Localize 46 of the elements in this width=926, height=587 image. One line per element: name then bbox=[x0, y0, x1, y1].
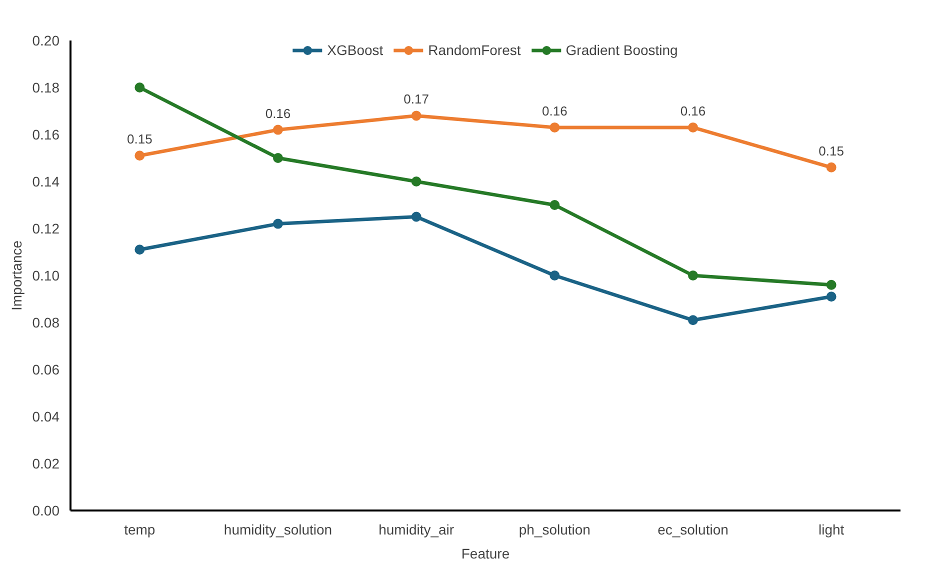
x-tick-label: ec_solution bbox=[658, 522, 728, 538]
point bbox=[411, 176, 422, 186]
y-tick-label: 0.20 bbox=[32, 32, 60, 48]
y-tick-label: 0.16 bbox=[32, 126, 60, 142]
point bbox=[550, 200, 560, 210]
legend-label: RandomForest bbox=[428, 42, 521, 58]
x-tick-label: light bbox=[818, 522, 844, 538]
data-label: 0.16 bbox=[680, 103, 706, 118]
point bbox=[411, 110, 422, 121]
legend-label: XGBoost bbox=[327, 42, 384, 58]
x-tick-label: humidity_air bbox=[378, 522, 454, 538]
legend-label: Gradient Boosting bbox=[566, 42, 678, 58]
y-tick-label: 0.04 bbox=[32, 408, 60, 424]
y-tick-label: 0.14 bbox=[32, 174, 60, 190]
point bbox=[826, 292, 836, 302]
data-label: 0.15 bbox=[818, 143, 844, 158]
point bbox=[273, 124, 283, 135]
point bbox=[273, 218, 283, 229]
x-axis-title: Feature bbox=[461, 546, 510, 562]
data-label: 0.15 bbox=[127, 132, 152, 147]
y-tick-label: 0.10 bbox=[32, 268, 60, 284]
point bbox=[688, 315, 698, 326]
x-tick-label: ph_solution bbox=[518, 522, 590, 538]
point bbox=[688, 270, 698, 280]
data-label: 0.17 bbox=[404, 92, 429, 107]
data-label: 0.16 bbox=[265, 106, 291, 121]
point bbox=[134, 150, 145, 161]
point bbox=[134, 82, 145, 92]
point bbox=[273, 153, 283, 163]
y-tick-label: 0.02 bbox=[32, 456, 60, 472]
point bbox=[688, 122, 698, 132]
x-tick-label: temp bbox=[124, 522, 156, 538]
point bbox=[550, 122, 560, 132]
point bbox=[550, 270, 560, 280]
x-tick-label: humidity_solution bbox=[224, 522, 332, 538]
y-tick-label: 0.18 bbox=[32, 80, 60, 96]
y-axis-title: Importance bbox=[8, 240, 24, 311]
y-tick-label: 0.00 bbox=[32, 502, 60, 518]
data-label: 0.16 bbox=[542, 103, 568, 118]
point bbox=[826, 280, 836, 290]
y-tick-label: 0.08 bbox=[32, 314, 60, 330]
point bbox=[134, 244, 145, 255]
y-tick-label: 0.12 bbox=[32, 220, 60, 236]
point bbox=[411, 212, 422, 222]
y-tick-label: 0.06 bbox=[32, 362, 60, 378]
point bbox=[826, 162, 836, 172]
